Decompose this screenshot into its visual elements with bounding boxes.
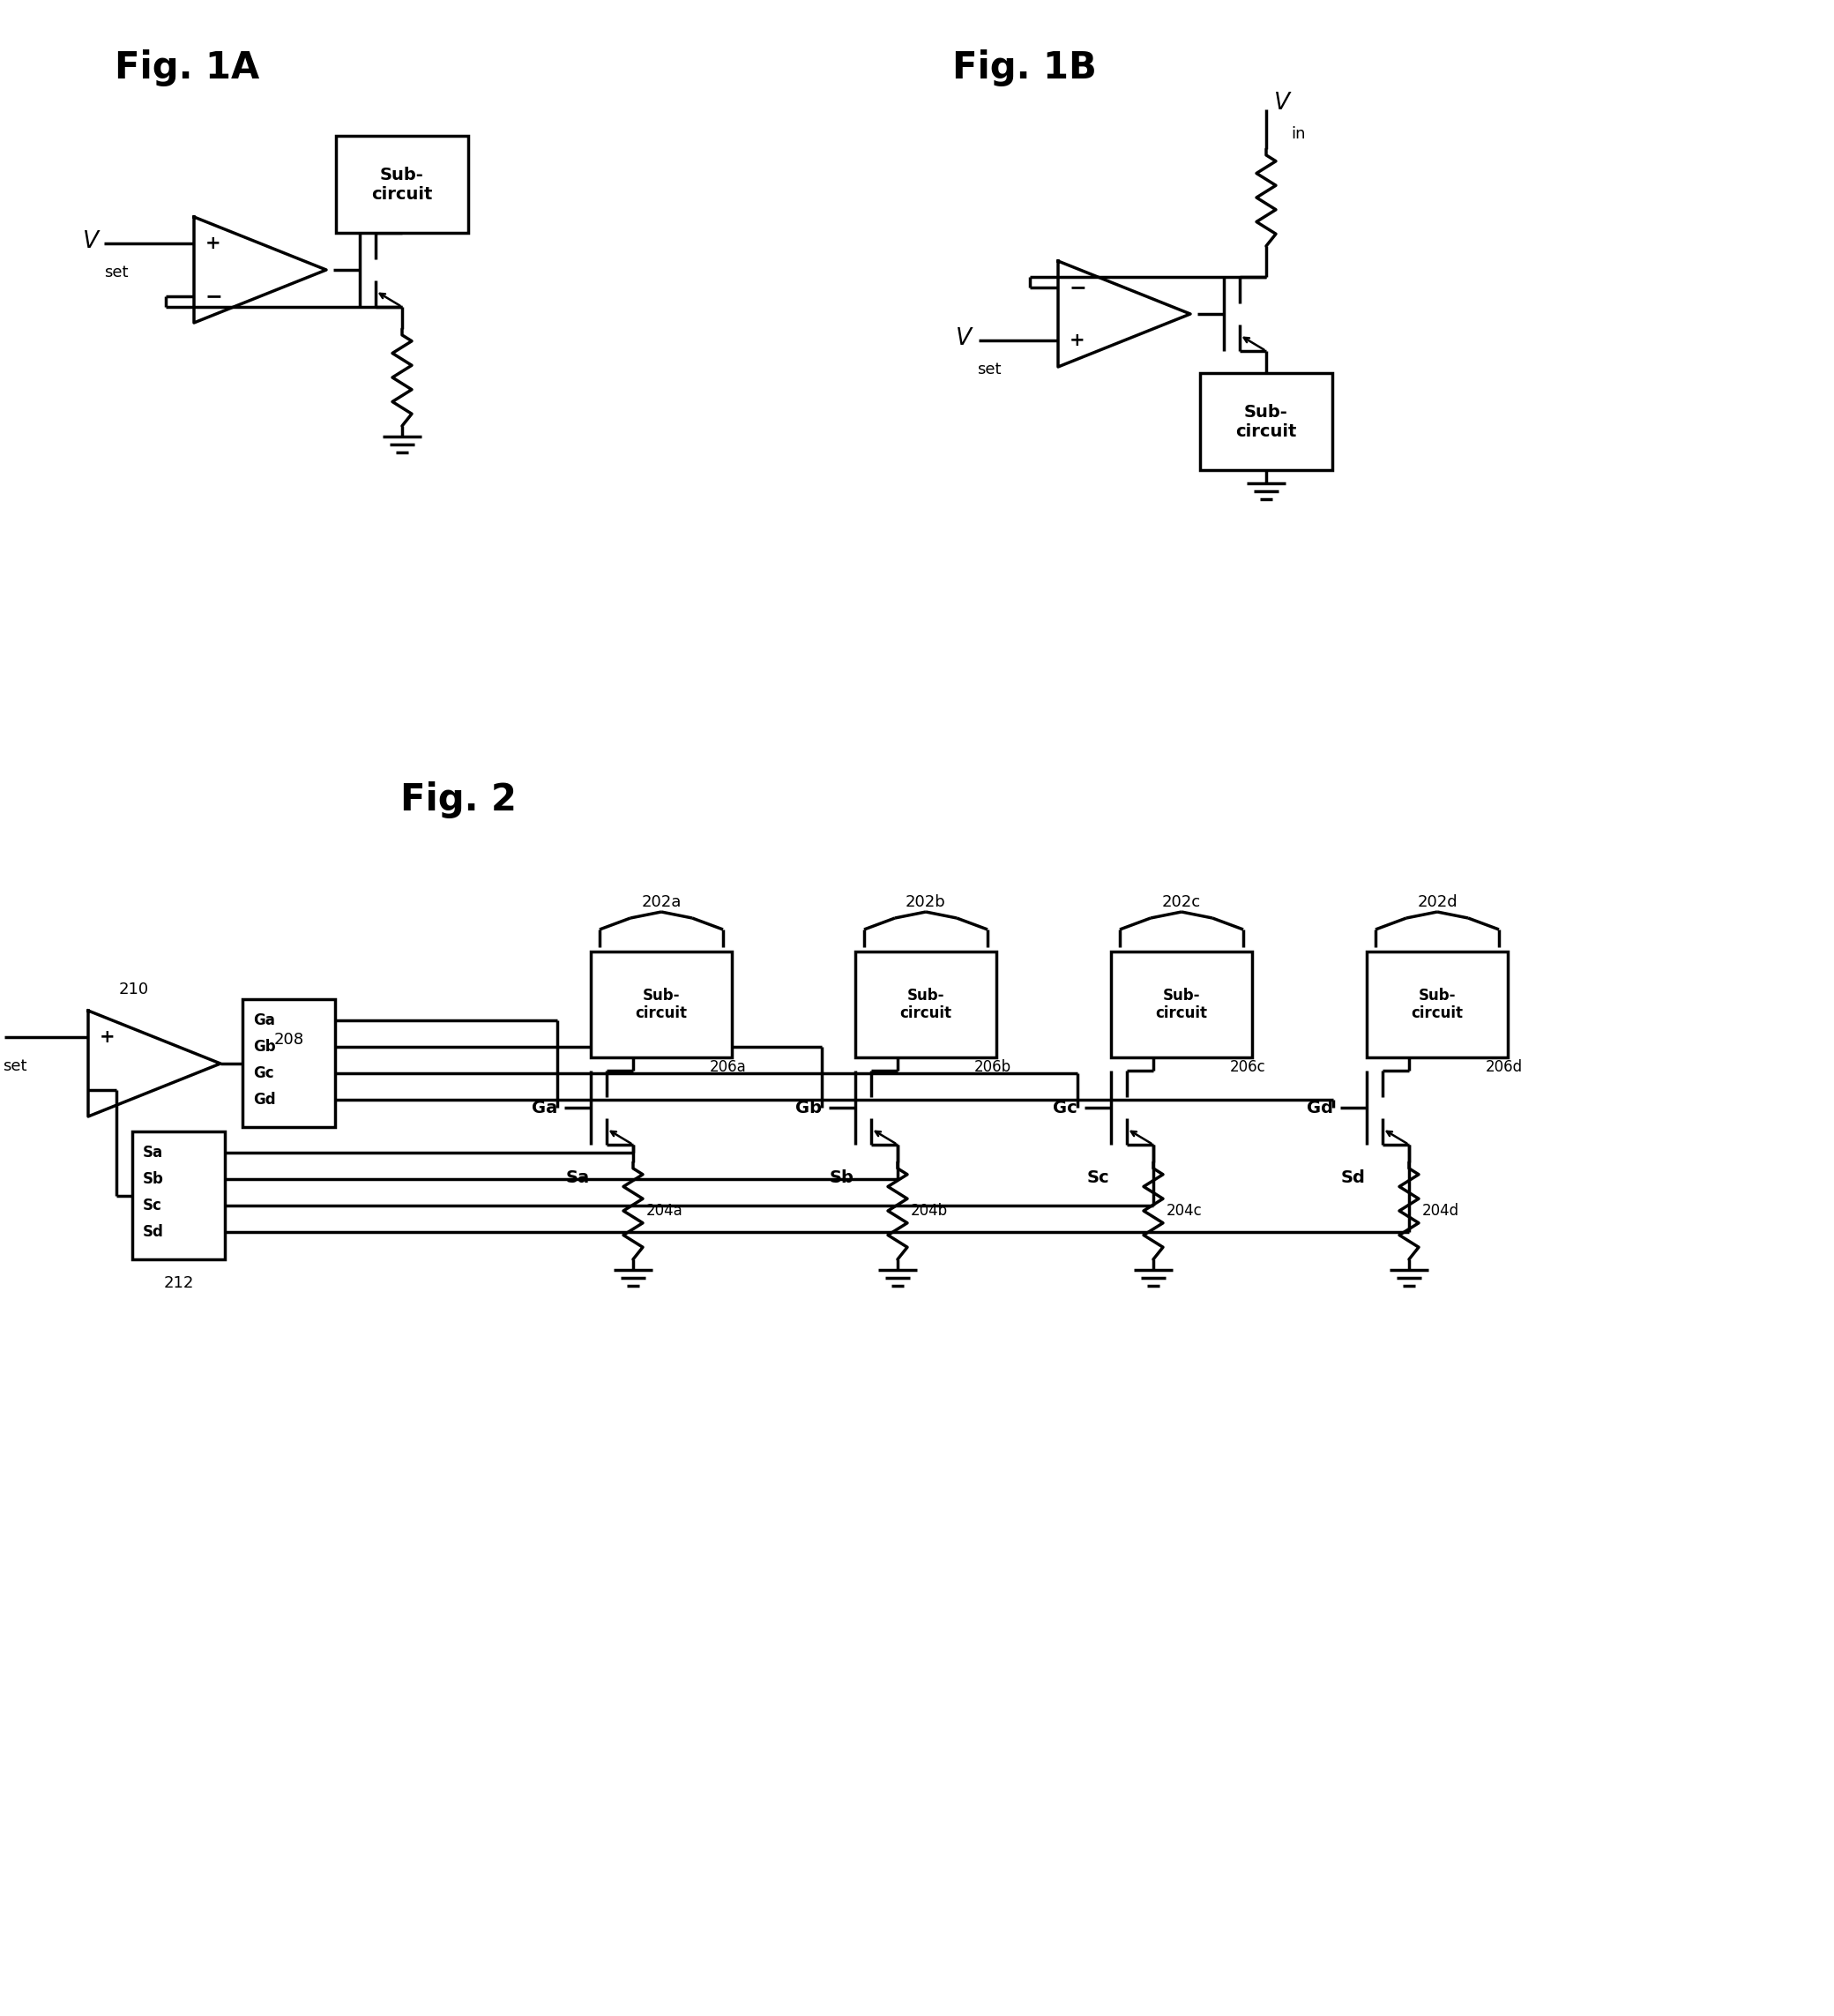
Text: Sub-
circuit: Sub- circuit — [1236, 403, 1297, 439]
Text: Sd: Sd — [1341, 1169, 1366, 1185]
Text: $V$: $V$ — [1273, 91, 1293, 115]
Text: Ga: Ga — [253, 1012, 275, 1028]
Text: set: set — [2, 1058, 28, 1075]
Text: Sa: Sa — [143, 1145, 163, 1161]
Text: +: + — [1069, 331, 1086, 349]
Text: Sb: Sb — [143, 1171, 163, 1187]
Text: Gb: Gb — [253, 1038, 275, 1054]
Text: 202b: 202b — [906, 895, 946, 909]
Text: Sub-
circuit: Sub- circuit — [635, 988, 688, 1022]
Text: Sa: Sa — [565, 1169, 589, 1185]
Text: Gc: Gc — [1053, 1099, 1078, 1117]
Text: Sb: Sb — [829, 1169, 855, 1185]
Text: −: − — [1069, 276, 1086, 298]
Text: 202a: 202a — [642, 895, 680, 909]
Text: +: + — [99, 1028, 116, 1046]
Text: 206a: 206a — [710, 1058, 746, 1075]
Text: Gd: Gd — [253, 1093, 275, 1107]
Text: 204a: 204a — [646, 1204, 682, 1220]
Bar — [1199, 373, 1331, 470]
Text: +: + — [205, 234, 222, 252]
Text: Sc: Sc — [143, 1198, 161, 1214]
Text: Gd: Gd — [1306, 1099, 1333, 1117]
Text: Gb: Gb — [796, 1099, 822, 1117]
Bar — [1111, 952, 1253, 1056]
Text: 204b: 204b — [911, 1204, 948, 1220]
Text: 202c: 202c — [1163, 895, 1201, 909]
Text: 202d: 202d — [1418, 895, 1458, 909]
Text: Sub-
circuit: Sub- circuit — [900, 988, 952, 1022]
Text: Fig. 2: Fig. 2 — [400, 782, 517, 818]
Text: Fig. 1B: Fig. 1B — [952, 48, 1097, 87]
Bar — [855, 952, 996, 1056]
Text: Sc: Sc — [1086, 1169, 1110, 1185]
Text: 206b: 206b — [974, 1058, 1012, 1075]
Text: $V$: $V$ — [83, 230, 101, 254]
Text: set: set — [978, 361, 1001, 377]
Text: $V$: $V$ — [956, 327, 974, 351]
Text: Sd: Sd — [143, 1224, 163, 1240]
Text: −: − — [205, 286, 222, 306]
Text: 206d: 206d — [1486, 1058, 1522, 1075]
Text: 204c: 204c — [1166, 1204, 1203, 1220]
Text: 206c: 206c — [1231, 1058, 1265, 1075]
Text: Sub-
circuit: Sub- circuit — [1410, 988, 1464, 1022]
Bar — [132, 1131, 226, 1260]
Text: 210: 210 — [119, 982, 149, 998]
Text: Ga: Ga — [532, 1099, 558, 1117]
Text: Gc: Gc — [253, 1064, 273, 1081]
Text: 212: 212 — [163, 1276, 194, 1290]
Bar — [336, 135, 468, 232]
Bar — [591, 952, 732, 1056]
Text: in: in — [1291, 127, 1306, 141]
Text: set: set — [105, 264, 128, 280]
Text: Fig. 1A: Fig. 1A — [114, 48, 259, 87]
Bar — [242, 1000, 336, 1127]
Text: 204d: 204d — [1421, 1204, 1460, 1220]
Bar — [1366, 952, 1508, 1056]
Text: Sub-
circuit: Sub- circuit — [372, 165, 433, 202]
Text: −: − — [99, 1079, 116, 1101]
Text: Sub-
circuit: Sub- circuit — [1155, 988, 1207, 1022]
Text: 208: 208 — [273, 1032, 304, 1048]
